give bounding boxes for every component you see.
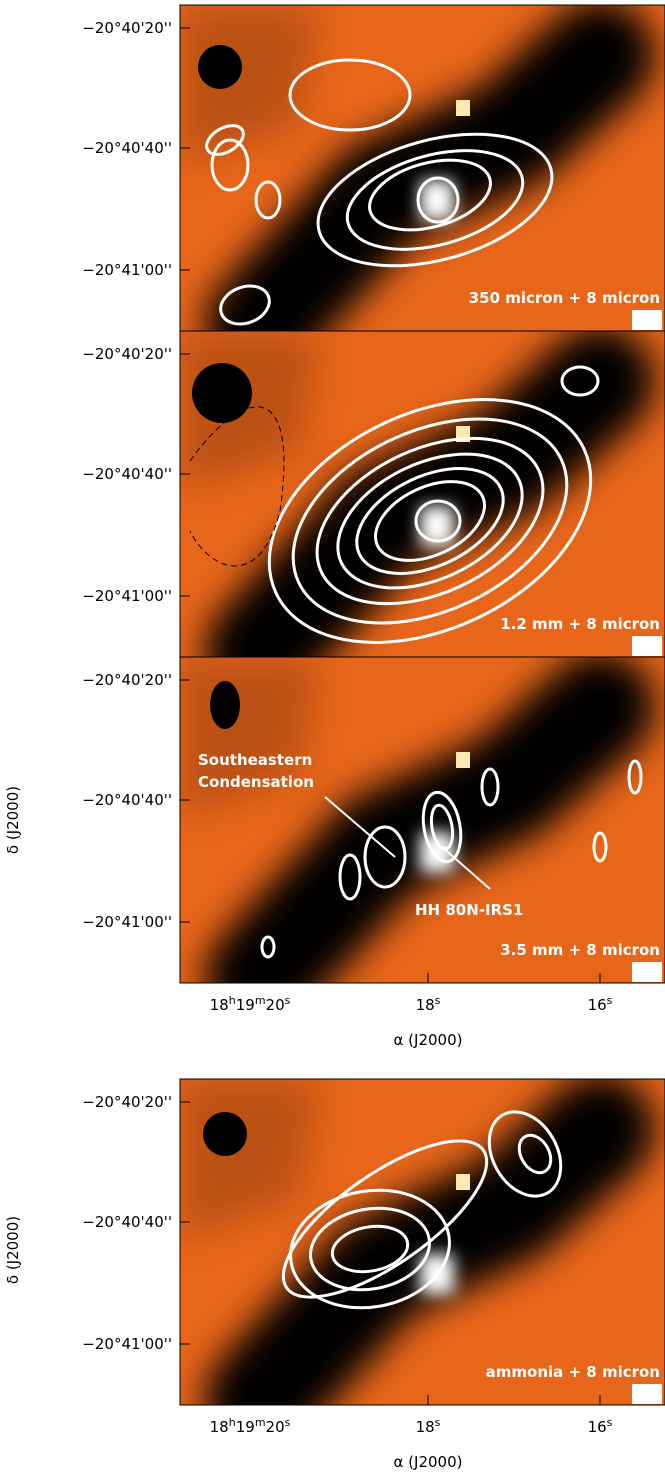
y-tick-label: −20°40'20'' <box>82 1093 172 1111</box>
x-axis-label: α (J2000) <box>394 1031 463 1049</box>
x-tick-part: h <box>229 994 236 1007</box>
beam <box>203 1112 247 1156</box>
y-tick-label: −20°40'40'' <box>82 139 172 157</box>
image <box>180 5 665 331</box>
beam <box>198 45 242 89</box>
star <box>632 636 662 656</box>
x-tick-part: 16 <box>588 1418 607 1436</box>
panel: −20°40'20'' −20°40'40'' −20°41'00'' 350 mic… <box>82 5 665 331</box>
x-tick-part: 18 <box>416 996 435 1014</box>
y-axis-label: δ (J2000) <box>4 1216 22 1284</box>
star <box>632 310 662 330</box>
x-tick-part: 20 <box>266 1418 285 1436</box>
panel: −20°40'20'' −20°40'40'' −20°41'00'' ammonia… <box>82 1079 665 1470</box>
image <box>180 657 665 983</box>
image <box>180 1079 665 1405</box>
star <box>456 752 470 768</box>
x-tick-label: 18h19m20s <box>210 1416 291 1436</box>
x-tick-label: 16s <box>588 1416 613 1436</box>
x-tick-label: 16s <box>588 994 613 1014</box>
x-tick-part: 19 <box>236 1418 255 1436</box>
panel: −20°40'20'' −20°40'40'' −20°41'00'' 3.5 mm … <box>82 657 665 1049</box>
panel-label: 1.2 mm + 8 micron <box>500 615 660 633</box>
panel-label: 350 micron + 8 micron <box>469 289 660 307</box>
y-tick-label: −20°40'40'' <box>82 1213 172 1231</box>
star <box>632 962 662 982</box>
y-tick-label: −20°41'00'' <box>82 261 172 279</box>
x-tick-part: s <box>285 994 291 1007</box>
x-tick-part: 16 <box>588 996 607 1014</box>
y-tick-label: −20°40'40'' <box>82 791 172 809</box>
x-axis-label: α (J2000) <box>394 1453 463 1470</box>
x-tick-part: 18 <box>416 1418 435 1436</box>
annotation: Condensation <box>198 773 314 791</box>
x-tick-part: m <box>255 994 266 1007</box>
x-tick-part: m <box>255 1416 266 1429</box>
x-tick-part: 18 <box>210 1418 229 1436</box>
y-tick-label: −20°40'20'' <box>82 19 172 37</box>
annotation: HH 80N-IRS1 <box>415 901 523 919</box>
x-tick-part: 20 <box>266 996 285 1014</box>
star <box>420 180 454 220</box>
star <box>632 1384 662 1404</box>
x-tick-part: s <box>607 994 613 1007</box>
x-tick-part: s <box>435 1416 441 1429</box>
y-tick-label: −20°41'00'' <box>82 1335 172 1353</box>
panel: −20°40'20'' −20°40'40'' −20°41'00'' 1.2 mm … <box>82 331 665 691</box>
x-tick-label: 18h19m20s <box>210 994 291 1014</box>
panel-label: 3.5 mm + 8 micron <box>500 941 660 959</box>
x-tick-part: h <box>229 1416 236 1429</box>
star <box>456 100 470 116</box>
annotation: Southeastern <box>198 751 312 769</box>
figure: −20°40'20'' −20°40'40'' −20°41'00'' 350 mic… <box>0 0 665 1470</box>
image <box>180 331 665 691</box>
x-tick-part: s <box>435 994 441 1007</box>
x-tick-part: 19 <box>236 996 255 1014</box>
beam <box>210 681 240 729</box>
y-tick-label: −20°40'40'' <box>82 465 172 483</box>
y-tick-label: −20°40'20'' <box>82 671 172 689</box>
y-tick-label: −20°41'00'' <box>82 913 172 931</box>
panel-label: ammonia + 8 micron <box>486 1363 660 1381</box>
x-tick-part: s <box>285 1416 291 1429</box>
x-tick-part: s <box>607 1416 613 1429</box>
star <box>456 1174 470 1190</box>
x-tick-label: 18s <box>416 1416 441 1436</box>
y-axis-label: δ (J2000) <box>4 786 22 854</box>
beam <box>192 363 252 423</box>
y-tick-label: −20°41'00'' <box>82 587 172 605</box>
y-tick-label: −20°40'20'' <box>82 345 172 363</box>
x-tick-label: 18s <box>416 994 441 1014</box>
x-tick-part: 18 <box>210 996 229 1014</box>
